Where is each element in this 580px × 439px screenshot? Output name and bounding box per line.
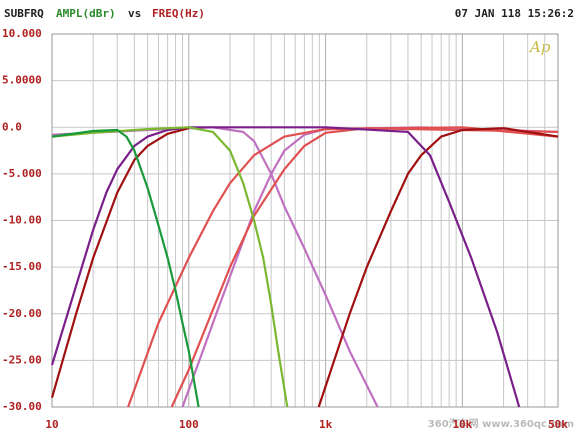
x-tick-label: 50k (548, 418, 568, 431)
curve (50, 127, 190, 399)
date: 07 JAN 118 15:26:2 (455, 7, 574, 20)
y-tick-label: -25.00 (2, 353, 42, 366)
y-tick-label: -10.00 (2, 214, 42, 227)
x-tick-label: 100 (179, 418, 199, 431)
y-tick-label: -5.000 (2, 167, 42, 180)
x-tick-label: 10 (45, 418, 58, 431)
x-tick-label: 10k (452, 418, 472, 431)
y-tick-label: 0.0 (2, 120, 22, 133)
y-tick-label: 10.000 (2, 27, 42, 40)
curve (51, 126, 289, 408)
y-tick-label: -15.00 (2, 260, 42, 273)
y-axis-label: AMPL(dBr) (56, 7, 116, 20)
y-tick-label: -20.00 (2, 307, 42, 320)
x-tick-label: 1k (319, 418, 333, 431)
logo: Ap (528, 38, 551, 56)
y-tick-label: -30.00 (2, 400, 42, 413)
curve (317, 127, 559, 408)
watermark: 360汽车网 www.360qc.com (428, 417, 574, 430)
x-axis-label: FREQ(Hz) (152, 7, 205, 20)
curve (51, 128, 200, 408)
y-tick-label: 5.0000 (2, 74, 42, 87)
plot-frame (51, 33, 559, 408)
vs-text: vs (128, 7, 141, 20)
plot-name: SUBFRQ (4, 7, 44, 20)
